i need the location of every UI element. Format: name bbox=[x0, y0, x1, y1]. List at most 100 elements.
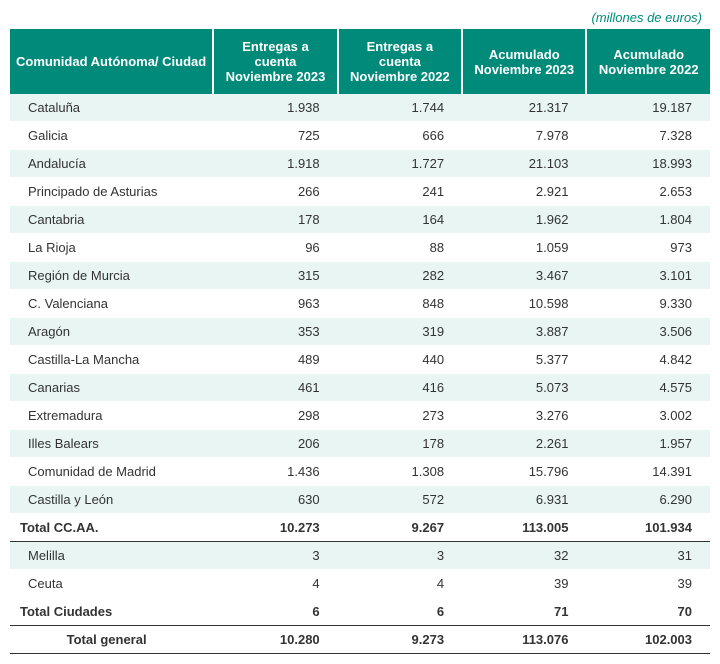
cell-value: 725 bbox=[213, 122, 337, 150]
cell-value: 10.280 bbox=[213, 626, 337, 654]
cell-value: 96 bbox=[213, 234, 337, 262]
table-row: Comunidad de Madrid1.4361.30815.79614.39… bbox=[10, 458, 710, 486]
row-label: Extremadura bbox=[10, 402, 213, 430]
cell-value: 848 bbox=[338, 290, 462, 318]
cell-value: 10.273 bbox=[213, 514, 337, 542]
cell-value: 489 bbox=[213, 346, 337, 374]
cell-value: 1.436 bbox=[213, 458, 337, 486]
row-label: Comunidad de Madrid bbox=[10, 458, 213, 486]
table-row: Melilla333231 bbox=[10, 542, 710, 570]
cell-value: 572 bbox=[338, 486, 462, 514]
cell-value: 282 bbox=[338, 262, 462, 290]
cell-value: 178 bbox=[213, 206, 337, 234]
table-row: Cataluña1.9381.74421.31719.187 bbox=[10, 94, 710, 122]
cell-value: 4 bbox=[338, 570, 462, 598]
row-label: Illes Balears bbox=[10, 430, 213, 458]
row-label: Aragón bbox=[10, 318, 213, 346]
cell-value: 666 bbox=[338, 122, 462, 150]
cell-value: 18.993 bbox=[586, 150, 710, 178]
cell-value: 1.962 bbox=[462, 206, 586, 234]
cell-value: 273 bbox=[338, 402, 462, 430]
table-row-ccaa: Total CC.AA.10.2739.267113.005101.934 bbox=[10, 514, 710, 542]
cell-value: 4 bbox=[213, 570, 337, 598]
row-label: La Rioja bbox=[10, 234, 213, 262]
table-row: La Rioja96881.059973 bbox=[10, 234, 710, 262]
cell-value: 21.103 bbox=[462, 150, 586, 178]
row-label: Ceuta bbox=[10, 570, 213, 598]
cell-value: 101.934 bbox=[586, 514, 710, 542]
cell-value: 1.059 bbox=[462, 234, 586, 262]
cell-value: 9.267 bbox=[338, 514, 462, 542]
cell-value: 416 bbox=[338, 374, 462, 402]
cell-value: 630 bbox=[213, 486, 337, 514]
cell-value: 2.653 bbox=[586, 178, 710, 206]
cell-value: 353 bbox=[213, 318, 337, 346]
table-row: C. Valenciana96384810.5989.330 bbox=[10, 290, 710, 318]
table-row: Castilla y León6305726.9316.290 bbox=[10, 486, 710, 514]
cell-value: 440 bbox=[338, 346, 462, 374]
cell-value: 10.598 bbox=[462, 290, 586, 318]
cell-value: 1.918 bbox=[213, 150, 337, 178]
col-header-entregas-2022: Entregas a cuenta Noviembre 2022 bbox=[338, 29, 462, 94]
cell-value: 1.804 bbox=[586, 206, 710, 234]
header-row: Comunidad Autónoma/ Ciudad Entregas a cu… bbox=[10, 29, 710, 94]
cell-value: 178 bbox=[338, 430, 462, 458]
cell-value: 315 bbox=[213, 262, 337, 290]
cell-value: 266 bbox=[213, 178, 337, 206]
table-row: Cantabria1781641.9621.804 bbox=[10, 206, 710, 234]
cell-value: 963 bbox=[213, 290, 337, 318]
table-row-general: Total general10.2809.273113.076102.003 bbox=[10, 626, 710, 654]
table-body: Cataluña1.9381.74421.31719.187Galicia725… bbox=[10, 94, 710, 654]
col-header-acumulado-2022: Acumulado Noviembre 2022 bbox=[586, 29, 710, 94]
cell-value: 9.330 bbox=[586, 290, 710, 318]
cell-value: 9.273 bbox=[338, 626, 462, 654]
row-label: Castilla-La Mancha bbox=[10, 346, 213, 374]
cell-value: 113.076 bbox=[462, 626, 586, 654]
cell-value: 7.328 bbox=[586, 122, 710, 150]
cell-value: 461 bbox=[213, 374, 337, 402]
cell-value: 298 bbox=[213, 402, 337, 430]
cell-value: 3.276 bbox=[462, 402, 586, 430]
cell-value: 6.931 bbox=[462, 486, 586, 514]
cell-value: 39 bbox=[462, 570, 586, 598]
table-row: Principado de Asturias2662412.9212.653 bbox=[10, 178, 710, 206]
table-row: Castilla-La Mancha4894405.3774.842 bbox=[10, 346, 710, 374]
table-row-ciudades: Total Ciudades667170 bbox=[10, 598, 710, 626]
table-row: Región de Murcia3152823.4673.101 bbox=[10, 262, 710, 290]
cell-value: 164 bbox=[338, 206, 462, 234]
cell-value: 6 bbox=[338, 598, 462, 626]
row-label: C. Valenciana bbox=[10, 290, 213, 318]
cell-value: 88 bbox=[338, 234, 462, 262]
cell-value: 1.308 bbox=[338, 458, 462, 486]
cell-value: 3.002 bbox=[586, 402, 710, 430]
row-label: Total general bbox=[10, 626, 213, 654]
table-caption: (millones de euros) bbox=[10, 10, 710, 25]
table-row: Canarias4614165.0734.575 bbox=[10, 374, 710, 402]
col-header-entregas-2023: Entregas a cuenta Noviembre 2023 bbox=[213, 29, 337, 94]
cell-value: 39 bbox=[586, 570, 710, 598]
cell-value: 6.290 bbox=[586, 486, 710, 514]
cell-value: 1.957 bbox=[586, 430, 710, 458]
table-row: Aragón3533193.8873.506 bbox=[10, 318, 710, 346]
cell-value: 7.978 bbox=[462, 122, 586, 150]
cell-value: 3.467 bbox=[462, 262, 586, 290]
cell-value: 1.727 bbox=[338, 150, 462, 178]
row-label: Cantabria bbox=[10, 206, 213, 234]
cell-value: 319 bbox=[338, 318, 462, 346]
row-label: Canarias bbox=[10, 374, 213, 402]
cell-value: 1.938 bbox=[213, 94, 337, 122]
cell-value: 4.575 bbox=[586, 374, 710, 402]
cell-value: 102.003 bbox=[586, 626, 710, 654]
cell-value: 5.073 bbox=[462, 374, 586, 402]
cell-value: 3 bbox=[338, 542, 462, 570]
cell-value: 2.261 bbox=[462, 430, 586, 458]
row-label: Total CC.AA. bbox=[10, 514, 213, 542]
cell-value: 14.391 bbox=[586, 458, 710, 486]
cell-value: 5.377 bbox=[462, 346, 586, 374]
cell-value: 206 bbox=[213, 430, 337, 458]
cell-value: 241 bbox=[338, 178, 462, 206]
cell-value: 1.744 bbox=[338, 94, 462, 122]
row-label: Total Ciudades bbox=[10, 598, 213, 626]
table-row: Ceuta443939 bbox=[10, 570, 710, 598]
cell-value: 3.887 bbox=[462, 318, 586, 346]
